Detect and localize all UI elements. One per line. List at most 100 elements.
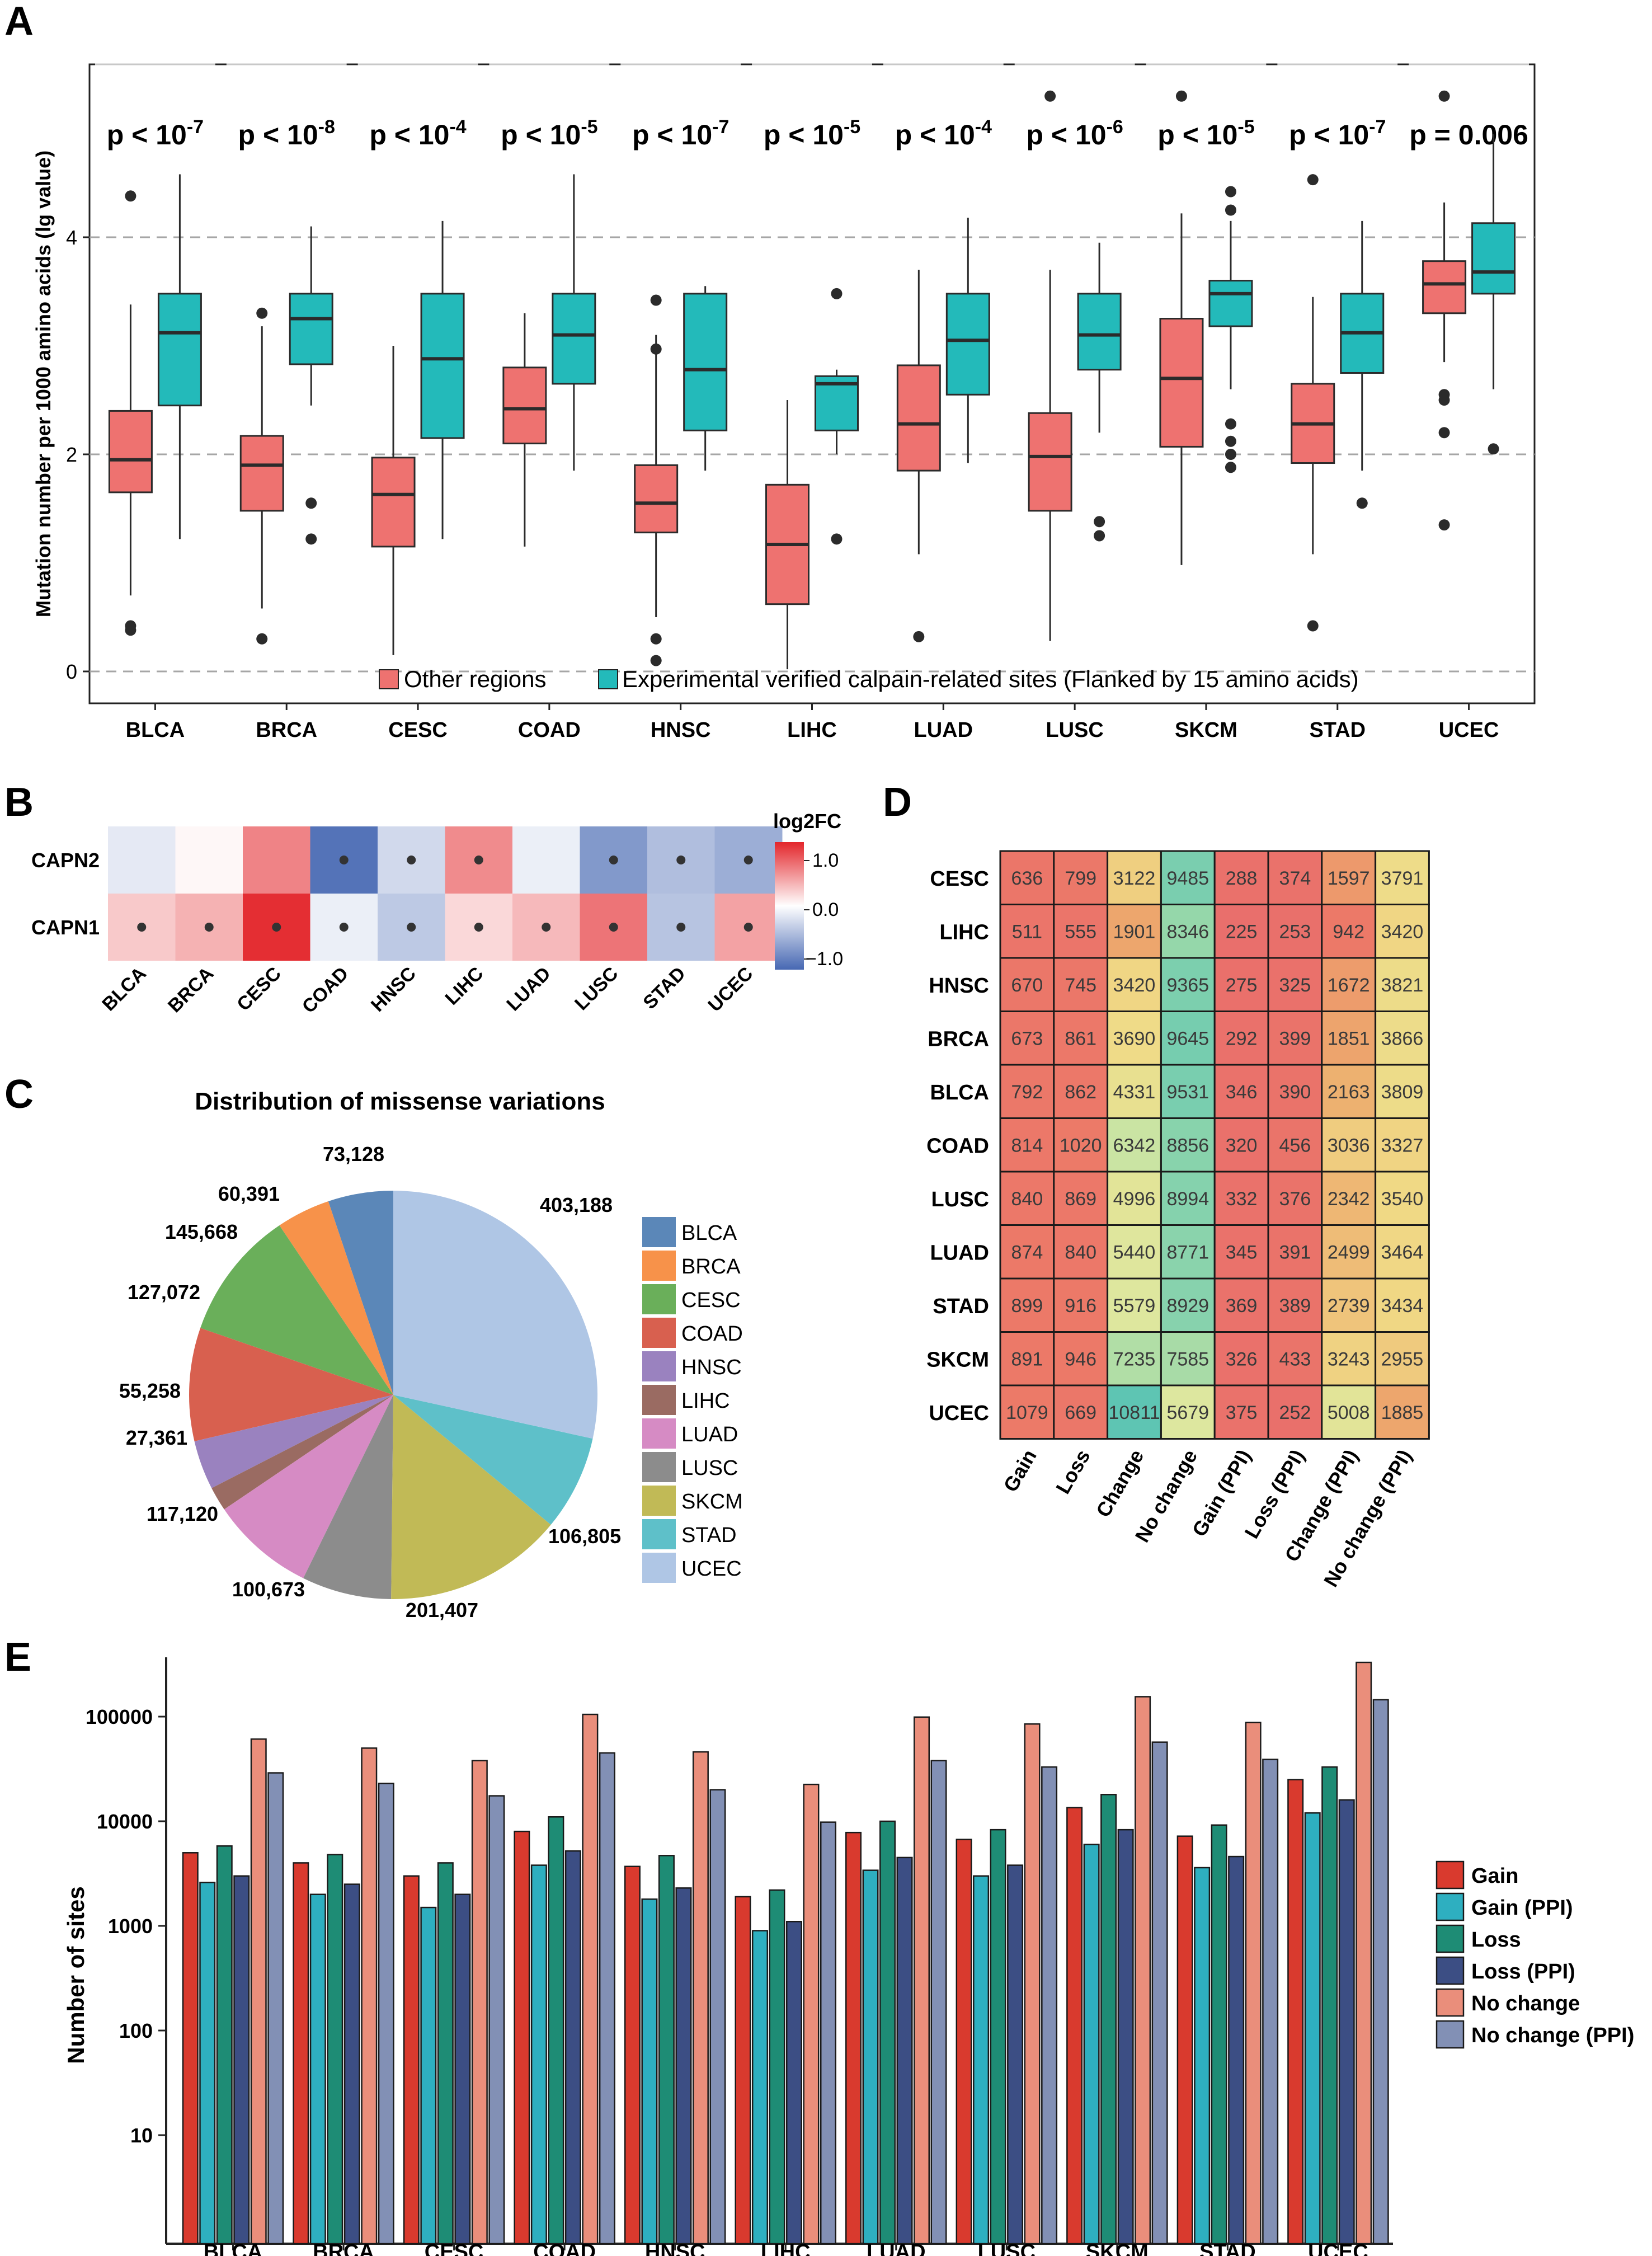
table-row-label-lihc: LIHC xyxy=(939,920,989,944)
bar-hnsc-no-change xyxy=(692,1751,709,2245)
x-tick-label-cesc: CESC xyxy=(388,718,448,742)
table-cell-value: 3036 xyxy=(1328,1135,1370,1156)
table-row-label-cesc: CESC xyxy=(930,867,989,891)
significance-dot xyxy=(339,856,349,864)
panel-label-e: E xyxy=(4,1635,31,1680)
bar-blca-no-change xyxy=(250,1738,267,2245)
box-luad-s1 xyxy=(945,293,990,396)
table-cell-value: 7585 xyxy=(1166,1348,1209,1370)
outlier-point xyxy=(1438,90,1450,102)
table-cell-value: 374 xyxy=(1279,868,1311,889)
pie-legend-label-lihc: LIHC xyxy=(681,1389,730,1413)
pvalue-label-cesc: p < 10-4 xyxy=(369,116,466,151)
outlier-point xyxy=(305,497,317,509)
bar-lusc-gain xyxy=(956,1839,972,2245)
pie-legend-swatch-hnsc xyxy=(642,1351,676,1381)
table-cell xyxy=(1375,1010,1430,1066)
bar-lusc-gain-ppi- xyxy=(973,1875,990,2245)
pie-legend-label-stad: STAD xyxy=(681,1524,737,1547)
table-cell-value: 3434 xyxy=(1381,1295,1424,1317)
bar-stad-gain-ppi- xyxy=(1194,1867,1211,2245)
significance-dot xyxy=(743,923,753,932)
bar-blca-gain-ppi- xyxy=(199,1882,216,2245)
table-cell xyxy=(1213,957,1269,1012)
pie-legend-swatch-blca xyxy=(642,1217,676,1247)
outlier-point xyxy=(1307,174,1319,186)
y-tick-label-1: 2 xyxy=(66,443,77,466)
table-cell-value: 326 xyxy=(1226,1348,1258,1370)
table-cell-value: 861 xyxy=(1065,1028,1096,1049)
table-cell xyxy=(1107,850,1162,905)
pie-slice-blca xyxy=(328,1191,393,1395)
bar-skcm-gain xyxy=(1066,1807,1083,2245)
table-cell-value: 9531 xyxy=(1166,1082,1209,1103)
x-tick-label-coad: COAD xyxy=(533,2240,596,2256)
panel-e-content: 10 100 1000 10000 100000 BLCA BRCA CESC COAD HNSC… xyxy=(86,1657,1634,2256)
table-cell-value: 511 xyxy=(1012,921,1042,942)
table-row-label-stad: STAD xyxy=(933,1295,989,1318)
pie-slice-cesc xyxy=(200,1225,393,1395)
pie-value-label-lusc: 100,673 xyxy=(232,1578,305,1601)
table-cell xyxy=(1160,1171,1216,1226)
pie-value-label-blca: 73,128 xyxy=(323,1143,384,1165)
outlier-point xyxy=(305,533,317,545)
table-cell-value: 399 xyxy=(1279,1028,1311,1049)
table-cell-value: 3420 xyxy=(1381,921,1424,942)
box-ucec-s1 xyxy=(1471,222,1516,295)
table-cell xyxy=(1321,1331,1377,1386)
significance-dot xyxy=(609,923,618,932)
table-cell xyxy=(999,1224,1055,1280)
pie-legend-swatch-stad xyxy=(642,1519,676,1549)
pie-value-label-luad: 117,120 xyxy=(147,1502,218,1525)
pie-legend-label-cesc: CESC xyxy=(681,1289,741,1312)
table-cell-value: 8856 xyxy=(1166,1135,1209,1156)
significance-dot xyxy=(272,923,281,932)
bar-legend-label-2: Loss xyxy=(1471,1928,1521,1952)
table-cell-value: 3327 xyxy=(1381,1135,1424,1156)
box-hnsc-s1 xyxy=(683,293,728,431)
outlier-point xyxy=(913,631,925,642)
table-cell-value: 899 xyxy=(1011,1295,1043,1317)
table-cell xyxy=(1053,1331,1109,1386)
pie-slice-skcm xyxy=(391,1395,551,1599)
bar-brca-no-change xyxy=(361,1747,378,2245)
x-tick-label-hnsc: HNSC xyxy=(651,718,711,742)
outlier-point xyxy=(1225,462,1236,473)
pie-legend-label-coad: COAD xyxy=(681,1322,743,1346)
outlier-point xyxy=(1438,389,1450,401)
pvalue-label-skcm: p < 10-5 xyxy=(1157,116,1254,151)
table-row-label-coad: COAD xyxy=(926,1134,989,1158)
table-cell xyxy=(999,850,1055,905)
bar-coad-gain-ppi- xyxy=(530,1864,547,2245)
table-cell-value: 456 xyxy=(1279,1135,1311,1156)
table-cell-value: 3420 xyxy=(1113,975,1156,996)
table-cell-value: 320 xyxy=(1226,1135,1258,1156)
table-cell xyxy=(1160,957,1216,1012)
table-cell-value: 670 xyxy=(1011,975,1043,996)
bar-hnsc-no-change-ppi- xyxy=(709,1789,726,2245)
table-cell-value: 3540 xyxy=(1381,1188,1424,1210)
pie-value-label-cesc: 145,668 xyxy=(165,1220,238,1243)
table-cell-value: 4996 xyxy=(1113,1188,1156,1210)
outlier-point xyxy=(1094,516,1105,528)
y-tick-label-0: 0 xyxy=(66,660,77,683)
outlier-point xyxy=(1175,90,1187,102)
table-cell-value: 916 xyxy=(1065,1295,1096,1317)
significance-dot xyxy=(339,923,349,932)
bar-blca-loss-ppi- xyxy=(233,1875,250,2245)
bar-skcm-no-change-ppi- xyxy=(1151,1741,1168,2245)
pvalue-label-coad: p < 10-5 xyxy=(501,116,597,151)
bar-brca-gain xyxy=(293,1862,309,2245)
bar-legend-label-3: Loss (PPI) xyxy=(1471,1960,1575,1984)
significance-dot xyxy=(137,923,147,932)
bar-lihc-loss-ppi- xyxy=(785,1921,802,2245)
x-tick-label-coad: COAD xyxy=(518,718,581,742)
outlier-point xyxy=(1225,418,1236,430)
bar-blca-loss xyxy=(216,1845,233,2245)
pie-legend-swatch-ucec xyxy=(642,1553,676,1583)
table-cell-value: 5679 xyxy=(1166,1402,1209,1423)
table-cell-value: 3690 xyxy=(1113,1028,1156,1049)
bar-lusc-no-change xyxy=(1024,1723,1041,2245)
table-cell-value: 345 xyxy=(1226,1242,1258,1263)
bar-blca-no-change-ppi- xyxy=(267,1772,284,2245)
